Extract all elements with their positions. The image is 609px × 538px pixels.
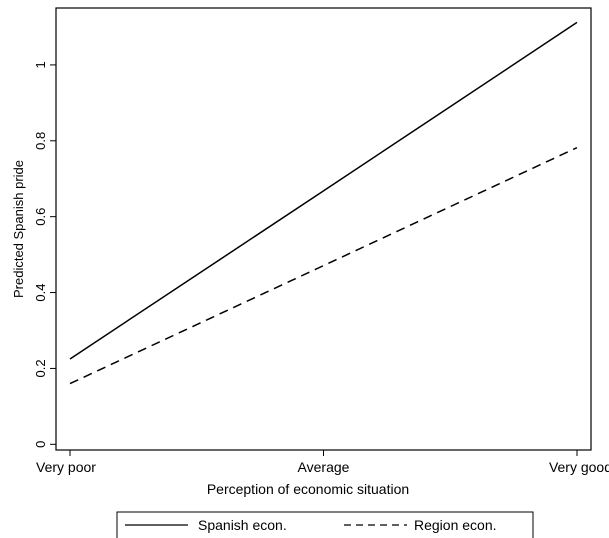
y-tick-label: 0.6 xyxy=(33,208,48,226)
y-tick-label: 0.2 xyxy=(33,359,48,377)
y-tick-label: 1 xyxy=(33,61,48,68)
y-tick-label: 0.8 xyxy=(33,132,48,150)
x-tick-label: Very good xyxy=(549,459,609,475)
x-axis-label: Perception of economic situation xyxy=(207,481,409,497)
legend-box xyxy=(116,511,534,538)
x-tick-label: Average xyxy=(298,459,350,475)
y-axis: 0 0.2 0.4 0.6 0.8 1 xyxy=(33,61,56,448)
series-line-spanish-econ xyxy=(69,21,578,360)
series-layer xyxy=(69,21,578,385)
x-tick-label: Very poor xyxy=(36,459,96,475)
y-tick-label: 0 xyxy=(33,441,48,448)
y-tick-label: 0.4 xyxy=(33,284,48,302)
series-line-region-econ xyxy=(69,146,578,385)
legend: Spanish econ. Region econ. xyxy=(116,511,534,538)
plot-area-frame xyxy=(55,7,592,451)
y-axis-label: Predicted Spanish pride xyxy=(11,160,26,298)
legend-label-spanish-econ: Spanish econ. xyxy=(198,517,287,533)
x-axis: Very poor Average Very good xyxy=(36,450,609,475)
legend-label-region-econ: Region econ. xyxy=(414,517,497,533)
